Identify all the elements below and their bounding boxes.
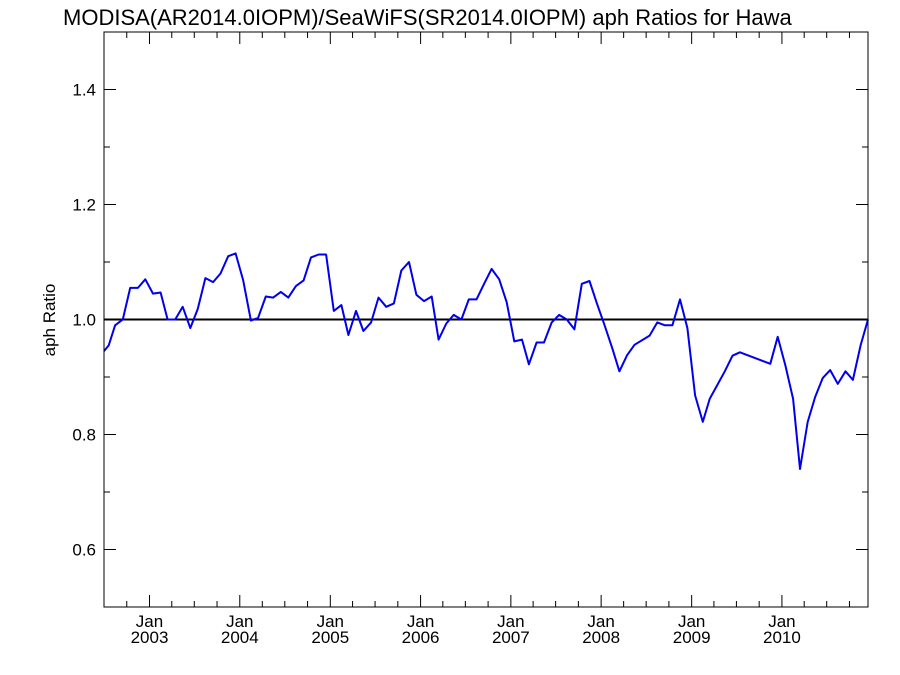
x-tick-label-month: Jan — [317, 612, 344, 631]
x-tick-label-month: Jan — [136, 612, 163, 631]
y-tick-label: 0.6 — [72, 541, 96, 560]
x-tick-label-year: 2003 — [131, 628, 169, 647]
y-axis-label: aph Ratio — [40, 284, 59, 357]
y-tick-label: 1.2 — [72, 196, 96, 215]
chart-title: MODISA(AR2014.0IOPM)/SeaWiFS(SR2014.0IOP… — [63, 5, 792, 30]
x-tick-label-year: 2006 — [402, 628, 440, 647]
x-tick-label-year: 2007 — [492, 628, 530, 647]
x-tick-label-month: Jan — [768, 612, 795, 631]
x-tick-label-month: Jan — [407, 612, 434, 631]
x-tick-label-year: 2004 — [221, 628, 259, 647]
series-line — [103, 252, 869, 470]
y-tick-label: 0.8 — [72, 426, 96, 445]
series-group — [103, 252, 869, 470]
y-tick-label: 1.0 — [72, 311, 96, 330]
x-tick-label-month: Jan — [587, 612, 614, 631]
x-tick-label-month: Jan — [226, 612, 253, 631]
y-tick-label: 1.4 — [72, 81, 96, 100]
x-tick-label-month: Jan — [497, 612, 524, 631]
x-tick-label-year: 2009 — [673, 628, 711, 647]
plot-frame — [103, 31, 869, 608]
axis-ticks: 0.60.81.01.21.4Jan2003Jan2004Jan2005Jan2… — [72, 31, 868, 647]
x-tick-label-year: 2008 — [582, 628, 620, 647]
x-tick-label-month: Jan — [678, 612, 705, 631]
x-tick-label-year: 2010 — [763, 628, 801, 647]
x-tick-label-year: 2005 — [311, 628, 349, 647]
